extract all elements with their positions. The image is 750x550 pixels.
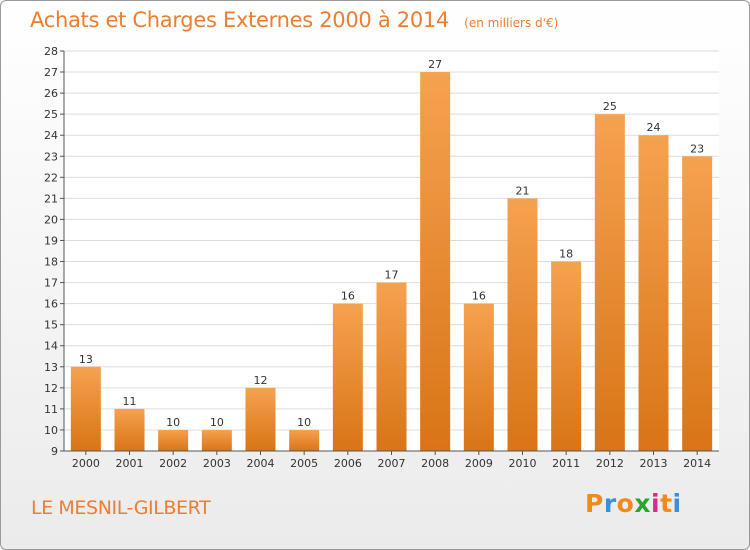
bar [158,429,189,451]
bar [682,156,713,451]
y-tick-label: 10 [44,424,58,437]
y-tick-label: 24 [44,129,58,142]
x-tick-label: 2003 [203,457,231,470]
y-axis: 9 10 11 12 13 14 15 16 17 18 19 20 21 22 23 24 25 26 27 28 [44,45,65,458]
y-tick-label: 16 [44,298,58,311]
logo-letter: i [672,489,682,518]
bar [551,261,582,451]
bar [420,72,451,451]
data-label: 11 [123,395,137,408]
data-label: 24 [647,121,661,134]
commune-name: LE MESNIL-GILBERT [31,497,211,519]
x-tick-label: 2014 [683,457,711,470]
y-tick-label: 22 [44,171,58,184]
bar [376,282,407,451]
data-label: 10 [297,416,311,429]
data-label: 18 [559,248,573,261]
bar [70,366,101,451]
logo-letter: P [585,489,604,518]
x-tick-label: 2000 [72,457,100,470]
bar [507,198,538,451]
y-tick-label: 15 [44,319,58,332]
y-tick-label: 25 [44,108,58,121]
y-tick-label: 18 [44,256,58,269]
y-tick-label: 19 [44,234,58,247]
x-tick-label: 2008 [421,457,449,470]
bar [332,303,363,451]
data-label: 16 [472,290,486,303]
x-tick-label: 2006 [334,457,362,470]
x-tick-label: 2009 [465,457,493,470]
y-tick-label: 23 [44,150,58,163]
x-tick-label: 2012 [596,457,624,470]
logo-letter: i [651,489,661,518]
y-tick-label: 28 [44,45,58,58]
y-tick-label: 20 [44,213,58,226]
y-tick-label: 17 [44,277,58,290]
x-tick-label: 2010 [509,457,537,470]
data-labels: 13 11 10 10 12 10 16 17 27 16 21 18 25 24 23 [79,58,704,429]
bar [245,387,276,451]
bar [463,303,494,451]
proxiti-logo[interactable]: Proxiti [585,489,682,518]
bar [114,408,145,451]
chart-subtitle: (en milliers d'€) [464,16,559,30]
data-label: 10 [166,416,180,429]
bar [638,135,669,452]
data-label: 21 [516,184,530,197]
data-label: 27 [428,58,442,71]
data-label: 25 [603,100,617,113]
x-tick-label: 2001 [116,457,144,470]
data-label: 23 [690,142,704,155]
data-label: 13 [79,353,93,366]
y-tick-label: 13 [44,361,58,374]
data-label: 17 [385,269,399,282]
logo-letter: r [603,489,617,518]
y-tick-label: 26 [44,87,58,100]
x-tick-label: 2005 [290,457,318,470]
y-tick-label: 9 [51,445,58,458]
x-tick-label: 2004 [247,457,275,470]
bar [594,114,625,451]
x-tick-label: 2011 [552,457,580,470]
y-tick-label: 11 [44,403,58,416]
bar [201,429,232,451]
bars [70,72,713,452]
x-tick-label: 2013 [640,457,668,470]
data-label: 10 [210,416,224,429]
chart-title: Achats et Charges Externes 2000 à 2014 [30,8,450,32]
bar [289,429,320,451]
data-label: 16 [341,290,355,303]
logo-letter: t [660,489,673,518]
x-tick-label: 2002 [159,457,187,470]
data-label: 12 [254,374,268,387]
y-tick-label: 21 [44,192,58,205]
y-tick-label: 27 [44,66,58,79]
logo-letter: o [616,489,635,518]
logo-letter: x [634,489,651,518]
y-tick-label: 14 [44,340,58,353]
x-axis: 2000 2001 2002 2003 2004 2005 2006 2007 2008 2009… [64,450,719,470]
title-row: Achats et Charges Externes 2000 à 2014 (… [30,8,558,32]
x-tick-label: 2007 [378,457,406,470]
y-tick-label: 12 [44,382,58,395]
